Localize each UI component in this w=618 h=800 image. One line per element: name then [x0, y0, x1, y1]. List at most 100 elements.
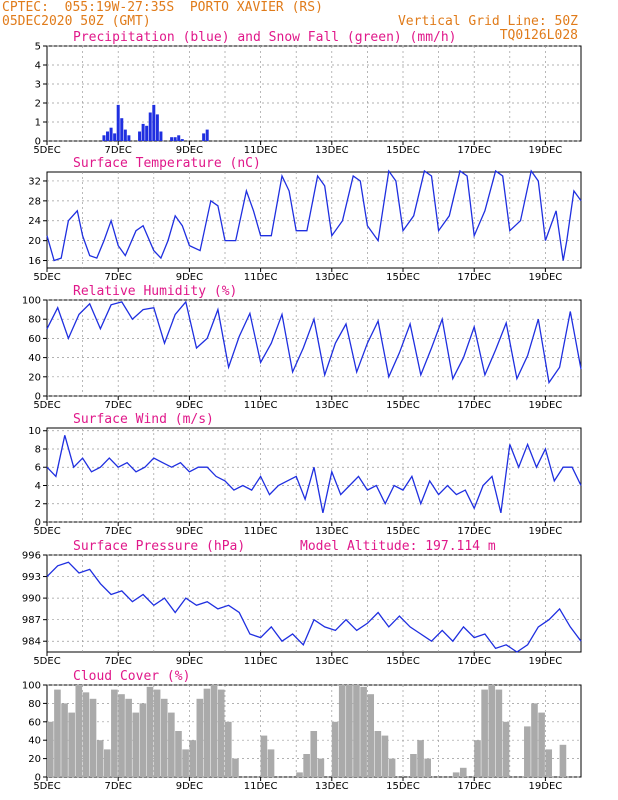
cloud-bar: [481, 689, 488, 777]
precip-ytick-label: 1: [35, 118, 41, 129]
header-grid-note: Vertical Grid Line: 50Z: [397, 14, 578, 29]
cloud-bar: [303, 754, 310, 777]
rh-xtick-label: 13DEC: [315, 400, 349, 411]
precip-xtick-label: 7DEC: [105, 145, 132, 156]
temp-xtick-label: 13DEC: [315, 272, 349, 283]
wind-ytick-label: 6: [35, 463, 41, 474]
cloud-bar: [225, 721, 232, 777]
cloud-bar: [267, 749, 275, 777]
rh-ytick-label: 100: [22, 296, 41, 307]
rh-ytick-label: 60: [28, 334, 41, 345]
temp-ytick-label: 32: [28, 176, 41, 187]
wind-ytick-label: 10: [28, 426, 41, 437]
precip-bar: [123, 129, 127, 141]
precip-bar: [148, 112, 152, 141]
temp-xtick-label: 11DEC: [244, 272, 278, 283]
precip-xtick-label: 5DEC: [33, 145, 60, 156]
precip-xtick-label: 17DEC: [457, 145, 491, 156]
cloud-bar: [260, 735, 268, 777]
cloud-bar: [68, 712, 75, 777]
temp-frame: [46, 171, 582, 269]
wind-xtick-label: 9DEC: [176, 526, 203, 537]
precip-bar: [173, 137, 177, 141]
pressure-xtick-label: 17DEC: [457, 656, 491, 667]
cloud-xtick-label: 15DEC: [386, 781, 420, 792]
header-date: 05DEC2020 50Z (GMT): [2, 14, 151, 29]
cloud-ytick-label: 100: [22, 681, 41, 692]
cloud-ytick-label: 0: [35, 773, 41, 784]
precip-ytick-label: 2: [35, 99, 41, 110]
wind-xtick-label: 19DEC: [529, 526, 563, 537]
precip-xtick-label: 19DEC: [529, 145, 563, 156]
pressure-xtick-label: 7DEC: [105, 656, 132, 667]
cloud-bar: [388, 758, 396, 777]
precip-bar: [180, 139, 184, 141]
cloud-xtick-label: 11DEC: [244, 781, 278, 792]
wind-ytick-label: 4: [35, 481, 41, 492]
temp-ytick-label: 20: [28, 236, 41, 247]
cloud-bar: [524, 726, 531, 777]
rh-xtick-label: 7DEC: [105, 400, 132, 411]
wind-ytick-label: 8: [35, 444, 41, 455]
rh-xtick-label: 9DEC: [176, 400, 203, 411]
cloud-bar: [488, 685, 496, 777]
rh-ytick-label: 40: [28, 353, 41, 364]
cloud-bar: [118, 694, 125, 777]
cloud-bar: [538, 712, 545, 777]
cloud-bar: [175, 731, 182, 777]
cloud-bar: [139, 703, 147, 777]
rh-xtick-label: 5DEC: [33, 400, 60, 411]
wind-xtick-label: 7DEC: [105, 526, 132, 537]
cloud-bar: [54, 689, 61, 777]
wind-xtick-label: 11DEC: [244, 526, 278, 537]
cloud-xtick-label: 19DEC: [529, 781, 563, 792]
cloud-bar: [353, 685, 360, 777]
rh-ytick-label: 20: [28, 372, 41, 383]
pressure-title: Surface Pressure (hPa): [73, 539, 245, 554]
precip-bar: [120, 118, 124, 141]
rh-frame: [46, 299, 582, 397]
precip-bar: [106, 131, 110, 141]
cloud-bar: [111, 689, 118, 777]
cloud-bar: [317, 758, 325, 777]
cloud-bar: [310, 731, 318, 777]
cloud-bar: [96, 740, 104, 777]
pressure-ytick-label: 993: [22, 572, 41, 583]
cloud-bar: [217, 689, 225, 777]
pressure-xtick-label: 5DEC: [33, 656, 60, 667]
precip-bar: [205, 129, 209, 141]
cloud-bar: [132, 712, 140, 777]
cloud-xtick-label: 17DEC: [457, 781, 491, 792]
cloud-bar: [545, 749, 553, 777]
temp-xtick-label: 17DEC: [457, 272, 491, 283]
cloud-bar: [125, 698, 132, 777]
precip-bar: [113, 133, 117, 141]
temp-ytick-label: 24: [28, 216, 41, 227]
pressure-line: [46, 561, 582, 653]
cloud-bar: [531, 703, 538, 777]
cloud-xtick-label: 7DEC: [105, 781, 132, 792]
cloud-xtick-label: 13DEC: [315, 781, 349, 792]
temp-ytick-label: 16: [28, 256, 41, 267]
precip-bar: [138, 131, 142, 141]
pressure-annotation: Model Altitude: 197.114 m: [300, 539, 496, 554]
cloud-ytick-label: 20: [28, 754, 41, 765]
precip-bar: [159, 131, 163, 141]
cloud-bar: [410, 754, 417, 777]
cloud-ytick-label: 40: [28, 736, 41, 747]
temp-xtick-label: 19DEC: [529, 272, 563, 283]
cloud-bar: [168, 712, 175, 777]
precip-bar: [109, 127, 113, 141]
cloud-bar: [196, 698, 204, 777]
rh-xtick-label: 11DEC: [244, 400, 278, 411]
wind-title: Surface Wind (m/s): [73, 412, 214, 427]
precip-xtick-label: 9DEC: [176, 145, 203, 156]
rh-xtick-label: 19DEC: [529, 400, 563, 411]
cloud-xtick-label: 9DEC: [176, 781, 203, 792]
wind-line: [46, 435, 582, 514]
temp-xtick-label: 7DEC: [105, 272, 132, 283]
header-model-id: TQ0126L028: [499, 28, 578, 43]
cloud-bar: [210, 685, 218, 777]
cloud-bar: [424, 758, 431, 777]
rh-line: [46, 300, 582, 385]
